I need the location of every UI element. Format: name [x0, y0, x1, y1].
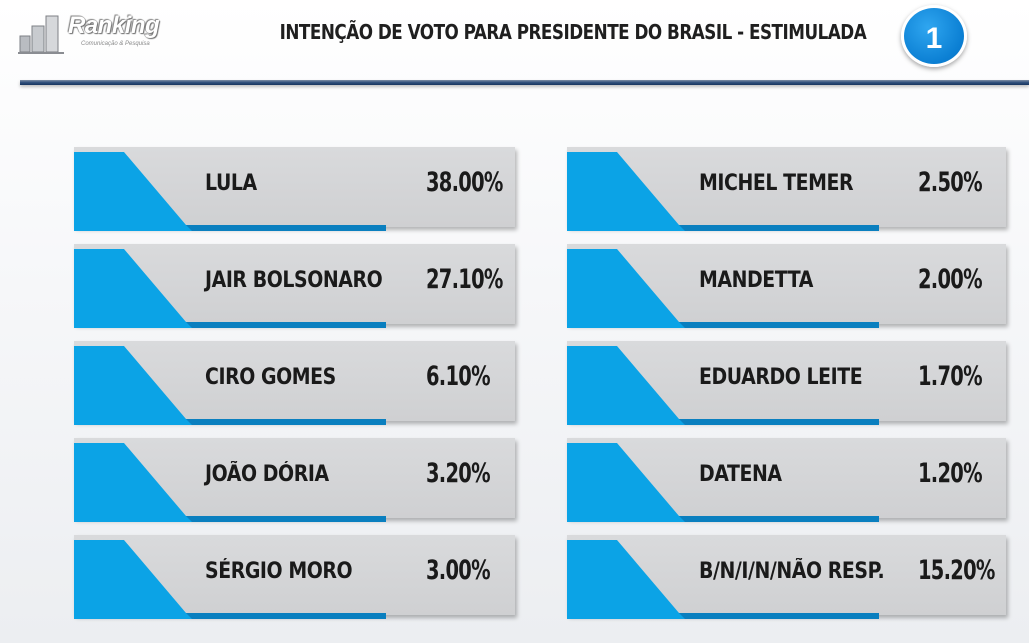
candidate-card: EDUARDO LEITE 1.70%	[567, 341, 1006, 427]
accent-underline	[186, 516, 386, 522]
ranking-logo: Ranking Comunicação & Pesquisa	[18, 10, 168, 54]
candidate-percentage: 38.00%	[426, 167, 503, 198]
candidate-card: MANDETTA 2.00%	[567, 244, 1006, 330]
page-title: INTENÇÃO DE VOTO PARA PRESIDENTE DO BRAS…	[279, 20, 867, 44]
candidate-card: SÉRGIO MORO 3.00%	[74, 535, 515, 621]
card-accent-shape	[74, 249, 386, 328]
card-accent-shape	[74, 152, 386, 231]
accent-fill	[74, 346, 386, 425]
candidate-name: JAIR BOLSONARO	[205, 268, 383, 293]
logo-subtext: Comunicação & Pesquisa	[81, 41, 150, 47]
candidate-name: LULA	[205, 171, 257, 196]
candidate-percentage: 6.10%	[426, 361, 491, 392]
candidate-name: CIRO GOMES	[205, 365, 336, 390]
candidate-card: DATENA 1.20%	[567, 438, 1006, 524]
candidate-card: CIRO GOMES 6.10%	[74, 341, 515, 427]
card-accent-shape	[567, 443, 879, 522]
card-accent-shape	[567, 346, 879, 425]
logo-text: Ranking	[68, 12, 160, 39]
accent-fill	[567, 443, 879, 522]
candidate-percentage: 27.10%	[426, 264, 503, 295]
candidate-name: JOÃO DÓRIA	[205, 462, 329, 487]
candidate-percentage: 2.50%	[918, 167, 983, 198]
card-accent-shape	[567, 249, 879, 328]
candidate-percentage: 2.00%	[918, 264, 983, 295]
accent-underline	[679, 419, 879, 425]
accent-underline	[679, 225, 879, 231]
candidate-percentage: 3.20%	[426, 458, 491, 489]
candidate-card: JOÃO DÓRIA 3.20%	[74, 438, 515, 524]
accent-underline	[186, 419, 386, 425]
page-number-badge: 1	[901, 5, 967, 67]
candidate-card: JAIR BOLSONARO 27.10%	[74, 244, 515, 330]
candidate-name: B/N/I/N/NÃO RESP.	[699, 559, 885, 584]
candidate-percentage: 15.20%	[918, 555, 995, 586]
candidate-percentage: 3.00%	[426, 555, 491, 586]
card-accent-shape	[74, 346, 386, 425]
candidate-name: MICHEL TEMER	[699, 171, 854, 196]
accent-underline	[679, 322, 879, 328]
accent-fill	[74, 249, 386, 328]
candidate-percentage: 1.70%	[918, 361, 983, 392]
accent-fill	[74, 540, 386, 619]
accent-underline	[186, 225, 386, 231]
accent-fill	[567, 249, 879, 328]
accent-underline	[679, 516, 879, 522]
card-accent-shape	[567, 540, 879, 619]
candidate-card: MICHEL TEMER 2.50%	[567, 147, 1006, 233]
accent-fill	[74, 443, 386, 522]
accent-underline	[679, 613, 879, 619]
accent-fill	[74, 152, 386, 231]
card-accent-shape	[567, 152, 879, 231]
candidate-card: LULA 38.00%	[74, 147, 515, 233]
candidate-name: DATENA	[699, 462, 782, 487]
candidate-card: B/N/I/N/NÃO RESP. 15.20%	[567, 535, 1006, 621]
header: Ranking Comunicação & Pesquisa INTENÇÃO …	[0, 0, 1029, 90]
logo-mark-icon	[18, 15, 64, 54]
candidate-name: EDUARDO LEITE	[699, 365, 863, 390]
candidate-name: MANDETTA	[699, 268, 813, 293]
accent-fill	[567, 540, 879, 619]
accent-fill	[567, 346, 879, 425]
candidate-percentage: 1.20%	[918, 458, 983, 489]
accent-underline	[186, 322, 386, 328]
card-accent-shape	[74, 443, 386, 522]
card-accent-shape	[74, 540, 386, 619]
candidate-name: SÉRGIO MORO	[205, 559, 353, 584]
accent-underline	[186, 613, 386, 619]
header-divider	[20, 80, 1029, 85]
accent-fill	[567, 152, 879, 231]
